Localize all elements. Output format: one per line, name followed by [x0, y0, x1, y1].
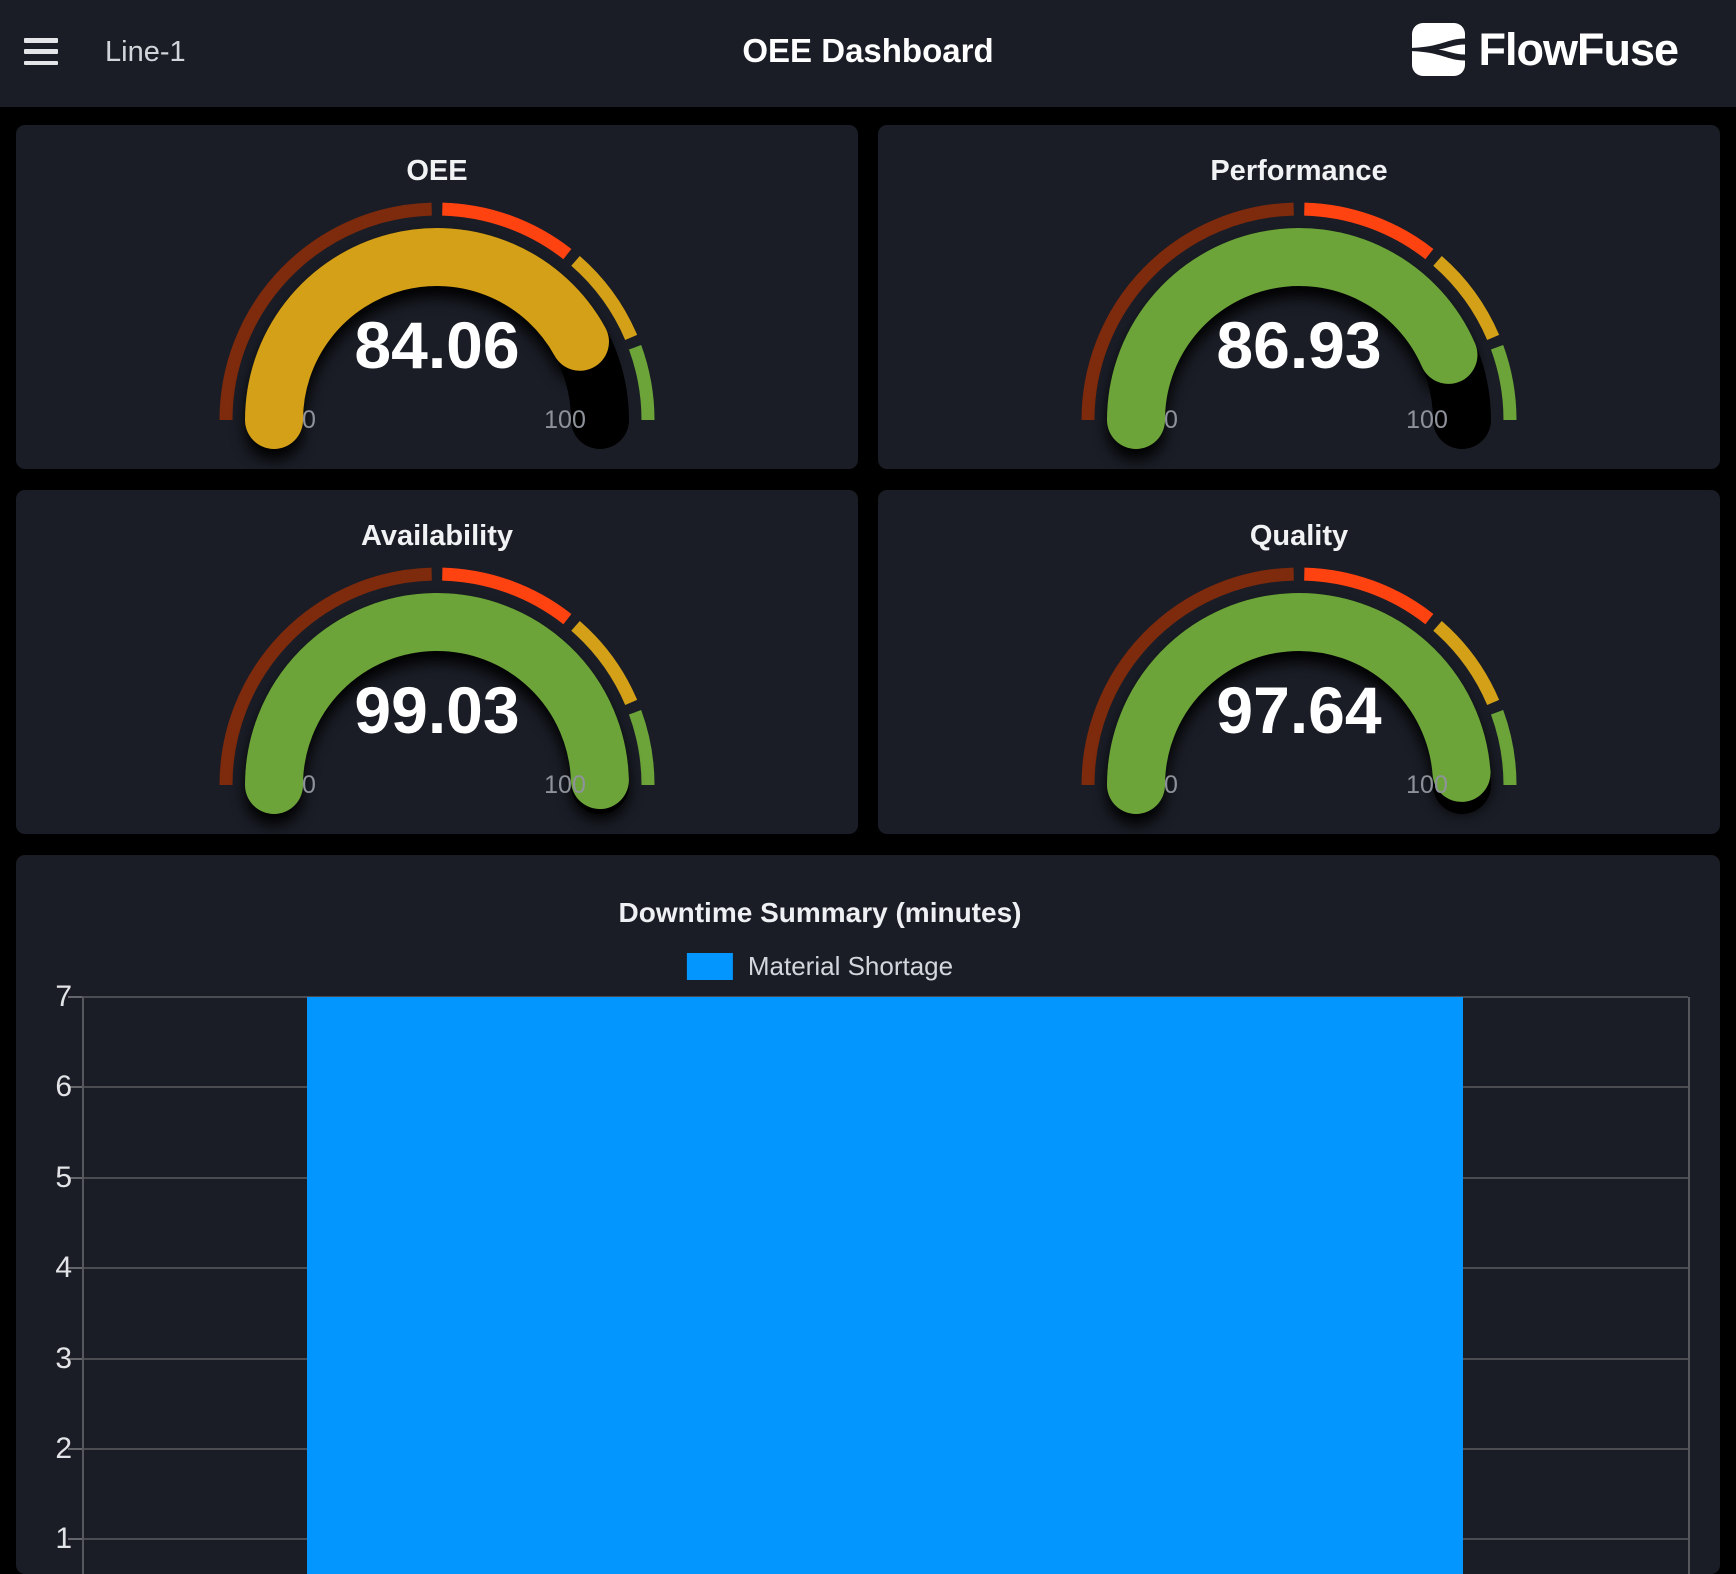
- line-selector-label: Line-1: [105, 36, 186, 68]
- chart-title: Downtime Summary (minutes): [618, 897, 1022, 928]
- y-axis-label: 3: [55, 1341, 72, 1375]
- quality-gauge: [1081, 567, 1517, 814]
- gauge-card-availability: Availability 99.03 0 100: [16, 490, 858, 834]
- y-tick: [68, 1086, 82, 1089]
- gauge-max-label: 100: [1406, 406, 1448, 434]
- gauge-value-availability: 99.03: [354, 673, 520, 747]
- y-axis-label: 6: [55, 1070, 72, 1104]
- gauge-min-label: 0: [302, 406, 316, 434]
- y-axis-label: 2: [55, 1432, 72, 1465]
- y-axis-label: 5: [55, 1160, 72, 1194]
- y-axis-line: [82, 997, 84, 1574]
- y-tick: [68, 1176, 82, 1179]
- downtime-chart-card: 7 6 5 4 3 2 1 Downtime Summary (minutes) Mater…: [16, 855, 1720, 1574]
- brand-name: FlowFuse: [1478, 23, 1679, 75]
- gauge-min-label: 0: [302, 771, 316, 799]
- gauge-card-quality: Quality 97.64 0 100: [878, 490, 1720, 834]
- y-tick: [68, 996, 82, 998]
- legend-label[interactable]: Material Shortage: [747, 951, 954, 981]
- y-tick: [68, 1267, 82, 1270]
- y-tick: [68, 1357, 82, 1360]
- gauge-min-label: 0: [1164, 406, 1178, 434]
- gauge-value-oee: 84.06: [354, 308, 520, 382]
- availability-gauge: [219, 567, 655, 814]
- oee-gauge: [219, 202, 655, 449]
- page-title: OEE Dashboard: [742, 32, 994, 69]
- gauge-title-performance: Performance: [1210, 155, 1388, 187]
- y-axis-label: 7: [55, 980, 72, 1013]
- gauge-min-label: 0: [1164, 771, 1178, 799]
- gauge-value-performance: 86.93: [1216, 308, 1382, 382]
- gauge-title-availability: Availability: [360, 520, 514, 552]
- chart-legend-item[interactable]: Material Shortage: [686, 951, 954, 982]
- flowfuse-logo: FlowFuse: [1412, 23, 1679, 76]
- gauge-max-label: 100: [1406, 771, 1448, 799]
- gauge-value-quality: 97.64: [1216, 673, 1382, 747]
- gauge-title-quality: Quality: [1249, 520, 1349, 552]
- hamburger-menu-icon[interactable]: [24, 38, 58, 65]
- gauge-max-label: 100: [544, 406, 586, 434]
- bar-chart-plot: 7 6 5 4 3 2 1: [16, 855, 1720, 1574]
- y-tick: [68, 1448, 82, 1450]
- performance-gauge: [1081, 202, 1517, 449]
- y-tick: [68, 1538, 82, 1541]
- header-bar: Line-1 OEE Dashboard FlowFuse: [0, 0, 1736, 107]
- flowfuse-logo-icon: [1412, 23, 1466, 76]
- y-axis-label: 4: [55, 1251, 72, 1285]
- legend-swatch[interactable]: [686, 953, 733, 980]
- y-axis-label: 1: [55, 1522, 72, 1556]
- gauge-title-oee: OEE: [406, 155, 468, 187]
- gauge-card-oee: OEE 84.06 0 100: [16, 125, 858, 469]
- plot-right-border: [1688, 997, 1690, 1574]
- gauge-max-label: 100: [544, 771, 586, 799]
- gauge-card-performance: Performance 86.93 0 100: [878, 125, 1720, 469]
- material-shortage-bar: [307, 997, 1463, 1574]
